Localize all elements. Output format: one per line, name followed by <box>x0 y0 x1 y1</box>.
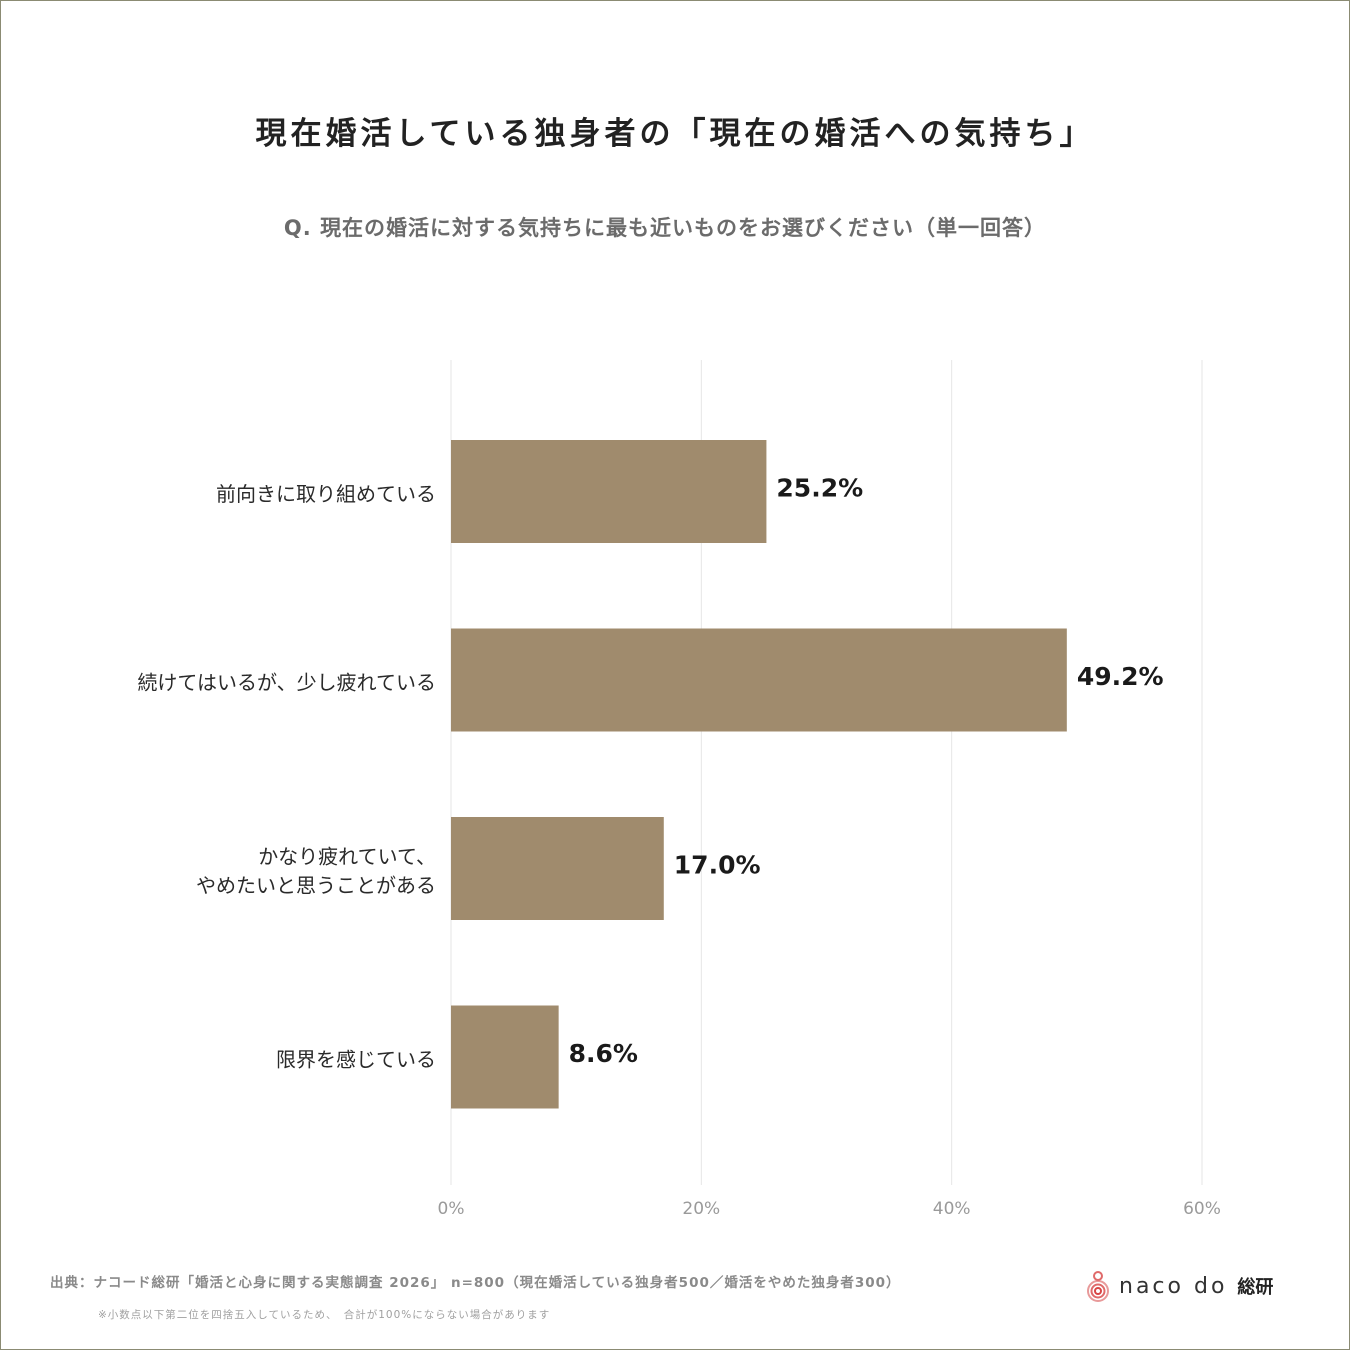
bar <box>451 817 664 920</box>
page-title: 現在婚活している独身者の「現在の婚活への気持ち」 <box>255 116 1095 152</box>
logo-wordmark: naco do <box>1119 1273 1228 1299</box>
bar-value-label: 17.0% <box>674 851 761 880</box>
chart-labels: 25.2% 前向きに取り組めている 49.2% 続けてはいるが、少し疲れている 17.0… <box>137 474 1163 1072</box>
x-tick-label: 20% <box>682 1199 720 1219</box>
category-label: かなり疲れていて、 <box>258 845 436 869</box>
rounding-note: ※小数点以下第二位を四捨五入しているため、 合計が100%にならない場合がありま… <box>98 1309 551 1321</box>
brand-logo: naco do 総研 <box>1085 1268 1273 1304</box>
bar-value-label: 8.6% <box>569 1039 638 1068</box>
x-tick-label: 60% <box>1183 1199 1221 1219</box>
category-label: 限界を感じている <box>276 1048 436 1072</box>
logo-mark-icon <box>1087 1271 1109 1302</box>
category-label: 続けてはいるが、少し疲れている <box>137 671 436 695</box>
x-tick-label: 0% <box>438 1199 465 1219</box>
logo-suffix: 総研 <box>1237 1277 1274 1298</box>
chart-bars <box>451 440 1067 1109</box>
chart-ticks: 0% 20% 40% 60% <box>438 1199 1221 1219</box>
bar-value-label: 49.2% <box>1077 662 1164 691</box>
question-subtitle: Q. 現在の婚活に対する気持ちに最も近いものをお選びください（単一回答） <box>283 216 1047 240</box>
bar <box>451 1005 559 1109</box>
category-label: やめたいと思うことがある <box>196 874 436 898</box>
bar <box>451 628 1067 732</box>
category-label: 前向きに取り組めている <box>216 482 436 506</box>
source-text: 出典：ナコード総研「婚活と心身に関する実態調査 2026」 n=800（現在婚活… <box>50 1275 901 1291</box>
x-tick-label: 40% <box>933 1199 971 1219</box>
bar-value-label: 25.2% <box>776 474 863 503</box>
bar <box>451 440 767 543</box>
